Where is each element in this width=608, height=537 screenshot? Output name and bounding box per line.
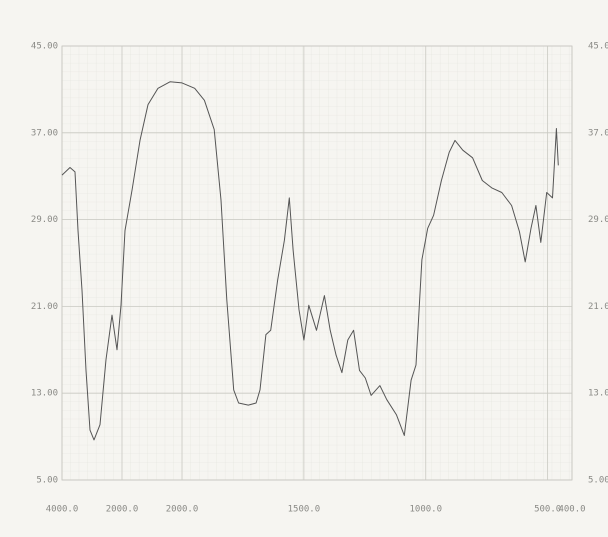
y-tick-label-right: 45.00 <box>588 42 608 52</box>
x-tick-label: 4000.0 <box>46 505 79 515</box>
y-tick-label: 29.00 <box>31 215 58 225</box>
x-tick-label: 400.0 <box>558 505 585 515</box>
spectrum-line <box>61 81 559 441</box>
x-tick-label: 2000.0 <box>166 505 199 515</box>
y-tick-label: 21.00 <box>31 302 58 312</box>
y-tick-label: 45.00 <box>31 42 58 52</box>
x-tick-label: 1000.0 <box>409 505 442 515</box>
minor-grid <box>62 46 572 480</box>
y-tick-label: 5.00 <box>36 476 58 486</box>
y-tick-label-right: 37.00 <box>588 128 608 138</box>
y-tick-label: 37.00 <box>31 128 58 138</box>
y-tick-label-right: 5.00 <box>588 476 608 486</box>
y-tick-label: 13.00 <box>31 389 58 399</box>
x-tick-label: 1500.0 <box>288 505 321 515</box>
x-tick-label: 2000.0 <box>106 505 139 515</box>
y-tick-label-right: 13.00 <box>588 389 608 399</box>
y-tick-label-right: 29.00 <box>588 215 608 225</box>
y-tick-label-right: 21.00 <box>588 302 608 312</box>
x-tick-label: 500.0 <box>534 505 561 515</box>
